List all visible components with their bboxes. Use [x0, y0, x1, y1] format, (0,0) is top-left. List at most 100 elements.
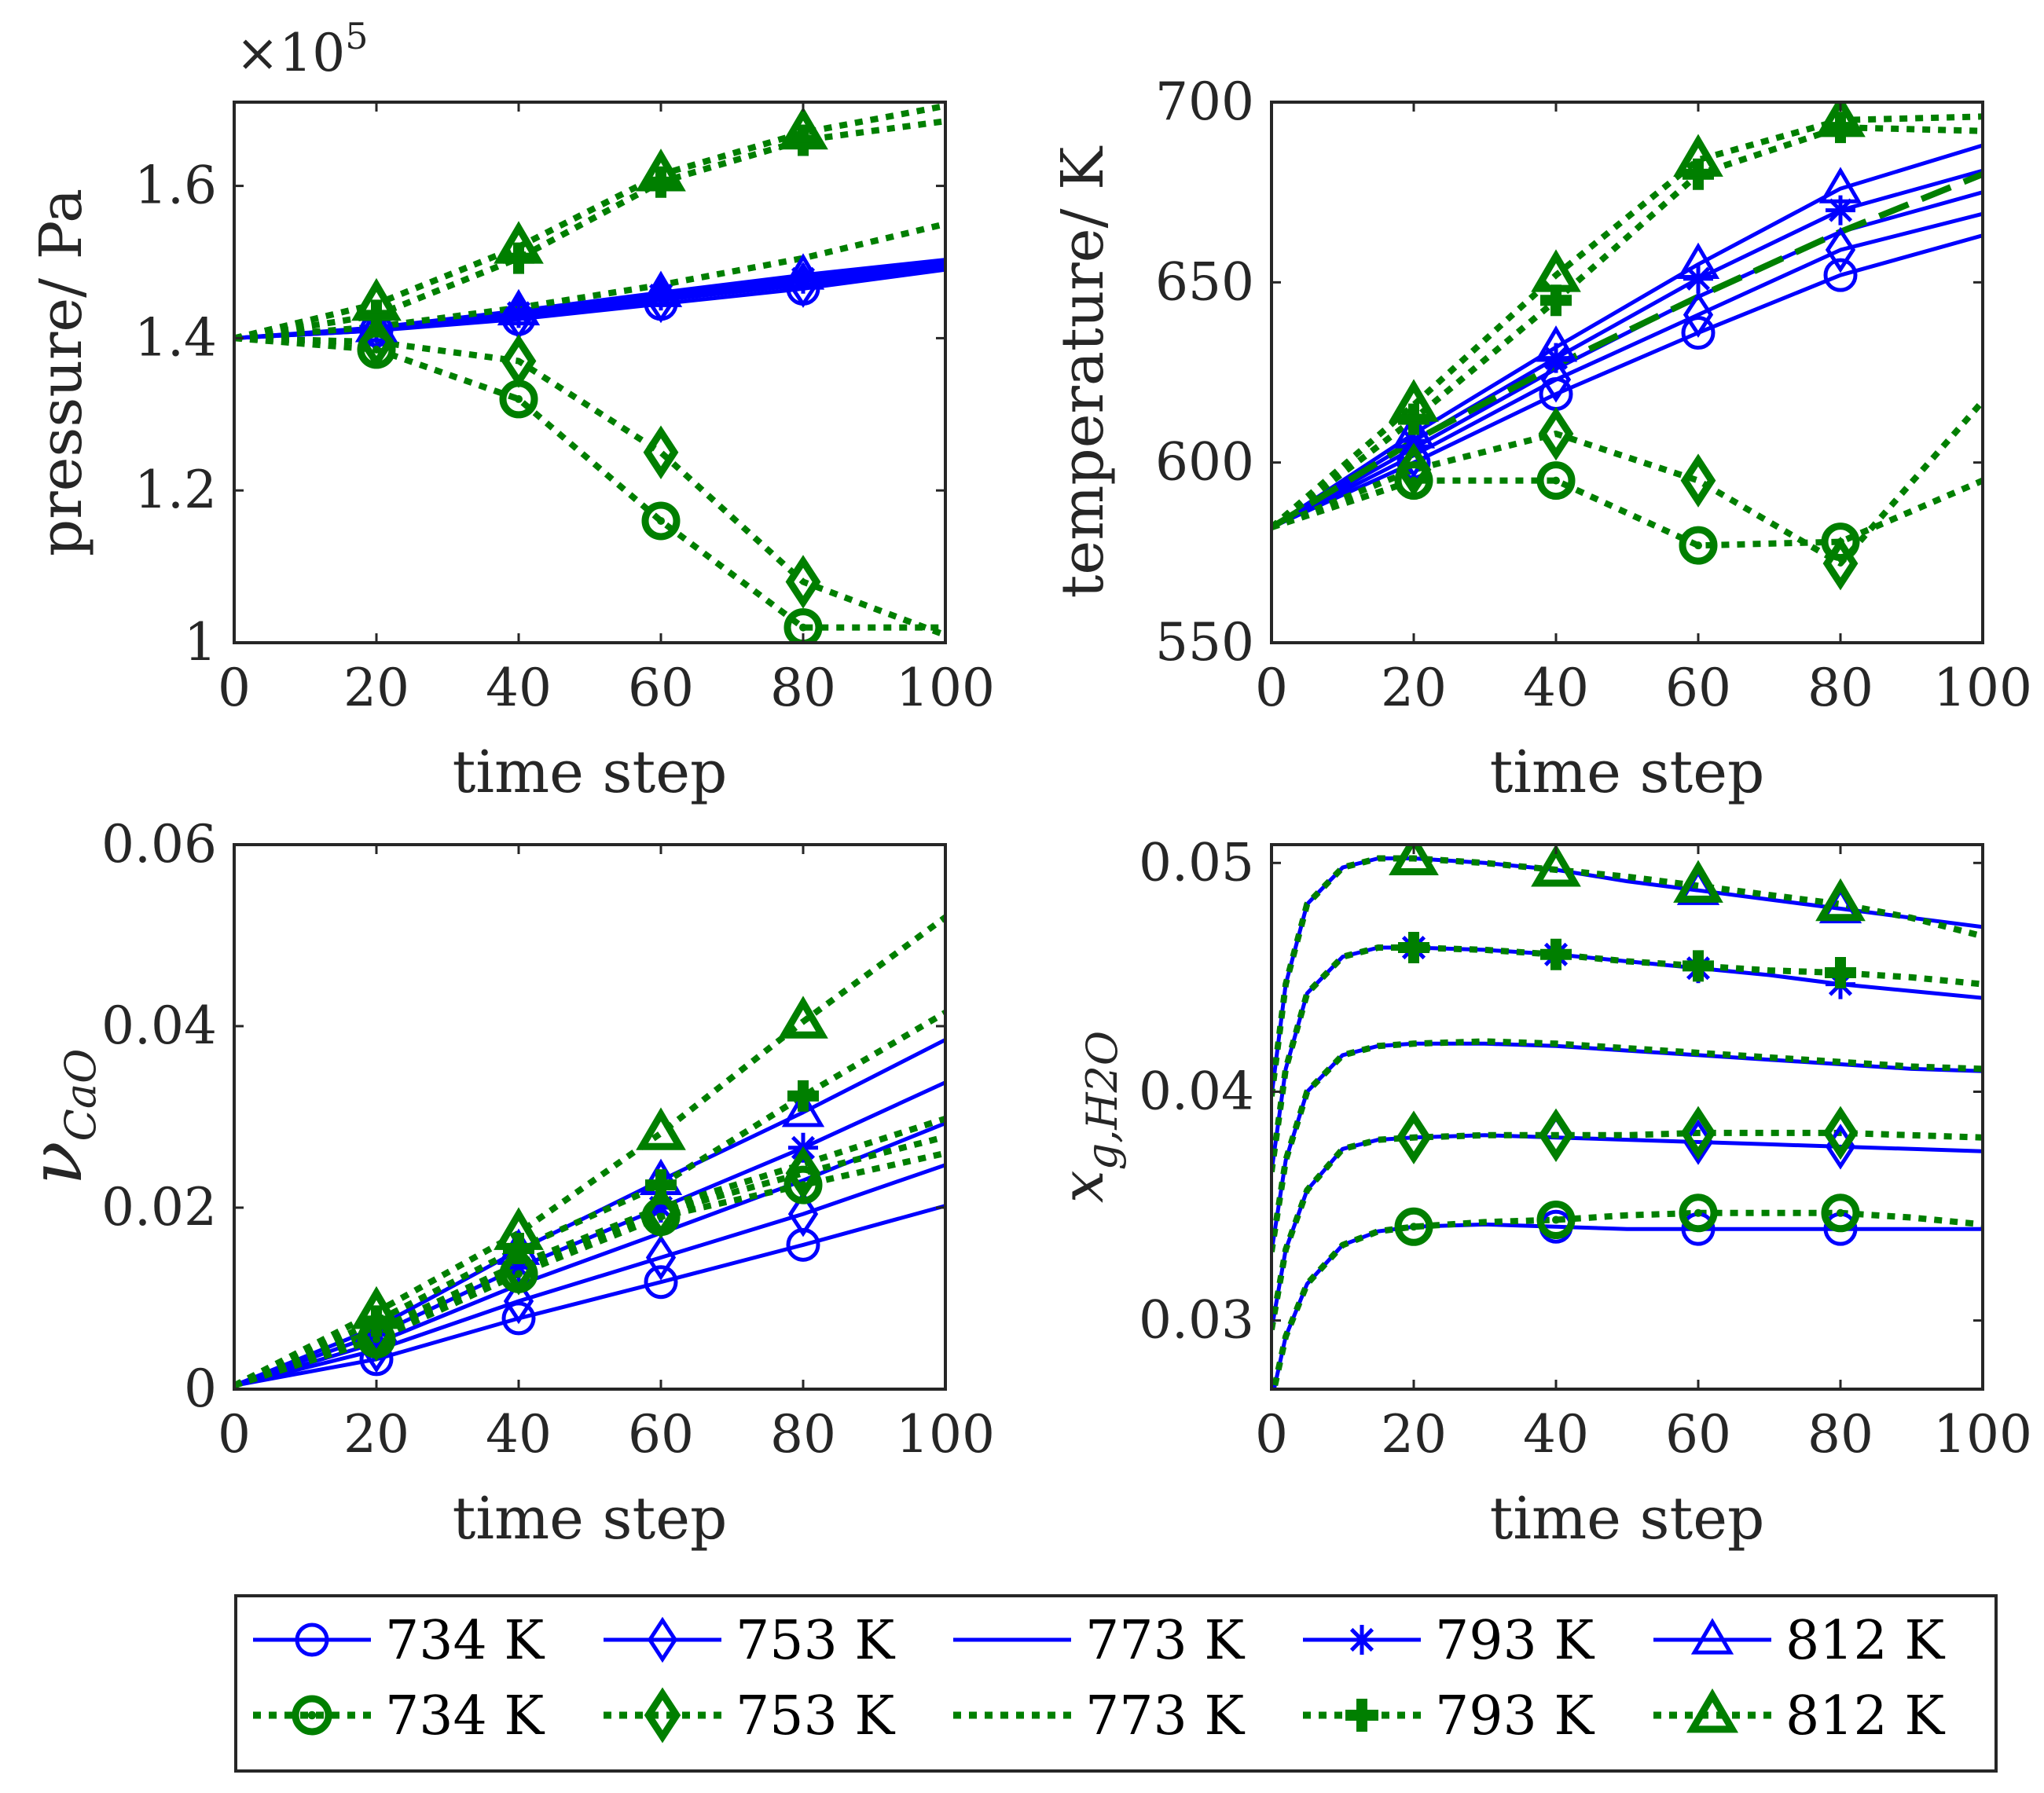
marker-green-734-k-x40-dot [515, 394, 523, 403]
marker-green-734-k-x80 [1821, 1194, 1860, 1233]
legend-marker [1347, 1625, 1377, 1655]
x-tick-label: 20 [343, 658, 409, 718]
y-axis-label: temperature/ K [1049, 145, 1117, 598]
x-tick-label: 100 [1933, 1404, 2032, 1465]
x-tick-label: 20 [1381, 658, 1447, 718]
marker-green-734-k-x20-dot [1410, 1223, 1418, 1231]
legend-item-blue-773-k: 773 K [953, 1610, 1245, 1672]
legend-label: 812 K [1785, 1685, 1945, 1747]
line-green-812-k [234, 915, 945, 1388]
line-green-773-k [234, 1115, 945, 1389]
legend-marker-dot [307, 1710, 317, 1720]
marker-green-793-k-x80 [787, 1080, 819, 1112]
marker-blue-793-k-x60 [646, 1193, 676, 1223]
x-axis-label: time step [453, 1485, 728, 1553]
line-green-812-k [234, 102, 945, 342]
marker-green-734-k-x80-dot [1837, 1208, 1844, 1217]
marker-green-753-k-x80 [785, 555, 821, 609]
series-layer [1272, 855, 1983, 1389]
y-tick-label: 1.2 [134, 460, 217, 520]
marker-green-793-k-x40 [1540, 938, 1572, 970]
marker-blue-812-k-x80 [1818, 167, 1862, 204]
x-tick-label: 80 [1807, 658, 1873, 718]
marker-green-734-k-x80 [783, 608, 823, 643]
x-tick-label: 40 [1523, 658, 1589, 718]
marker-green-753-k-x40 [1538, 1108, 1574, 1163]
marker-green-734-k-x80 [783, 1165, 823, 1204]
line-green-773-k [234, 221, 945, 342]
marker-green-734-k-x40 [1536, 1201, 1576, 1240]
marker-green-812-k-x20 [351, 1285, 402, 1329]
marker-blue-812-k-x40 [497, 288, 541, 326]
marker-blue-753-k-x40 [503, 1278, 534, 1325]
line-green-734-k [234, 335, 945, 631]
marker-blue-812-k-x60 [1676, 242, 1720, 280]
axes-box [233, 101, 947, 644]
marker-green-812-k-x60 [1673, 134, 1723, 177]
marker-green-793-k-x60 [1683, 950, 1714, 982]
line-green-734-k [1272, 477, 1983, 549]
x-tick-label: 0 [1255, 1404, 1288, 1465]
marker-green-793-k-x60 [645, 166, 677, 198]
axes-box [1270, 101, 1984, 644]
y-tick-label: 1.6 [134, 156, 217, 216]
marker-blue-793-k-x80 [788, 263, 818, 294]
line-blue-734-k [234, 1204, 945, 1388]
x-axis-label: time step [453, 739, 728, 806]
marker-green-793-k-x80 [1825, 957, 1856, 989]
line-green-773-k [1272, 170, 1983, 530]
line-blue-753-k [234, 1163, 945, 1388]
marker-blue-793-k-x80 [1826, 195, 1855, 226]
x-tick-label: 60 [1665, 658, 1731, 718]
y-tick-label: 0 [184, 1358, 217, 1419]
y-tick-label: 650 [1155, 251, 1254, 312]
marker-blue-793-k-x20 [1399, 426, 1429, 456]
marker-green-753-k-x60 [643, 425, 679, 479]
legend-item-blue-753-k: 753 K [604, 1610, 895, 1672]
marker-green-753-k-x40 [501, 1241, 537, 1296]
y-tick-label: 0.05 [1139, 832, 1254, 893]
marker-green-734-k-x60-dot [657, 516, 665, 525]
line-green-793-k [234, 1010, 945, 1389]
line-blue-753-k [1272, 211, 1983, 530]
x-tick-label: 0 [1255, 658, 1288, 718]
series-layer [234, 915, 945, 1389]
legend-item-green-793-k: 793 K [1303, 1685, 1594, 1747]
legend-label: 753 K [736, 1685, 895, 1747]
legend-label: 793 K [1435, 1610, 1594, 1672]
marker-green-793-k-x20 [361, 1305, 392, 1337]
marker-blue-753-k-x40 [1540, 356, 1572, 403]
marker-green-812-k-x80 [1815, 878, 1866, 922]
chart-nu-cao: 0 20 40 60 80 100 0 0.02 0.04 0.06 time step νCaO [14, 814, 995, 1553]
line-green-793-k [1272, 124, 1983, 530]
line-blue-812-k [234, 1038, 945, 1388]
marker-green-753-k-x20 [1396, 442, 1432, 497]
marker-green-753-k-x20 [1396, 1110, 1432, 1164]
legend-marker [1690, 1618, 1734, 1655]
legend-marker [1345, 1699, 1378, 1732]
y-tick-label: 700 [1155, 72, 1254, 132]
x-tick-label: 100 [1933, 658, 2032, 718]
y-tick-label: 0.02 [101, 1177, 217, 1238]
line-blue-734-k [1272, 233, 1983, 530]
marker-green-734-k-x80-dot [799, 623, 807, 632]
y-axis-label: xg,H2O [1049, 1031, 1127, 1203]
marker-green-812-k-x80 [778, 106, 828, 150]
axes-box [1270, 843, 1984, 1391]
legend-item-green-812-k: 812 K [1653, 1685, 1945, 1747]
marker-green-812-k-x40 [1531, 249, 1581, 292]
x-tick-label: 60 [628, 1404, 694, 1465]
legend-item-blue-812-k: 812 K [1653, 1610, 1945, 1672]
marker-green-734-k-x60-dot [657, 1212, 665, 1221]
marker-green-753-k-x80 [785, 1146, 821, 1201]
marker-blue-753-k-x80 [787, 1190, 819, 1238]
legend-item-green-734-k: 734 K [253, 1685, 545, 1747]
marker-green-734-k-x40 [1536, 461, 1576, 500]
marker-green-753-k-x60 [1680, 1106, 1716, 1160]
chart-x-h2o: 0 20 40 60 80 100 0.03 0.04 0.05 time step xg,H2O [1049, 832, 2032, 1553]
x-tick-label: 80 [1807, 1404, 1873, 1465]
legend-box [234, 1594, 1998, 1773]
x-tick-label: 80 [770, 1404, 836, 1465]
marker-blue-793-k-x40 [504, 1252, 534, 1283]
marker-blue-734-k-x60 [644, 1265, 678, 1300]
